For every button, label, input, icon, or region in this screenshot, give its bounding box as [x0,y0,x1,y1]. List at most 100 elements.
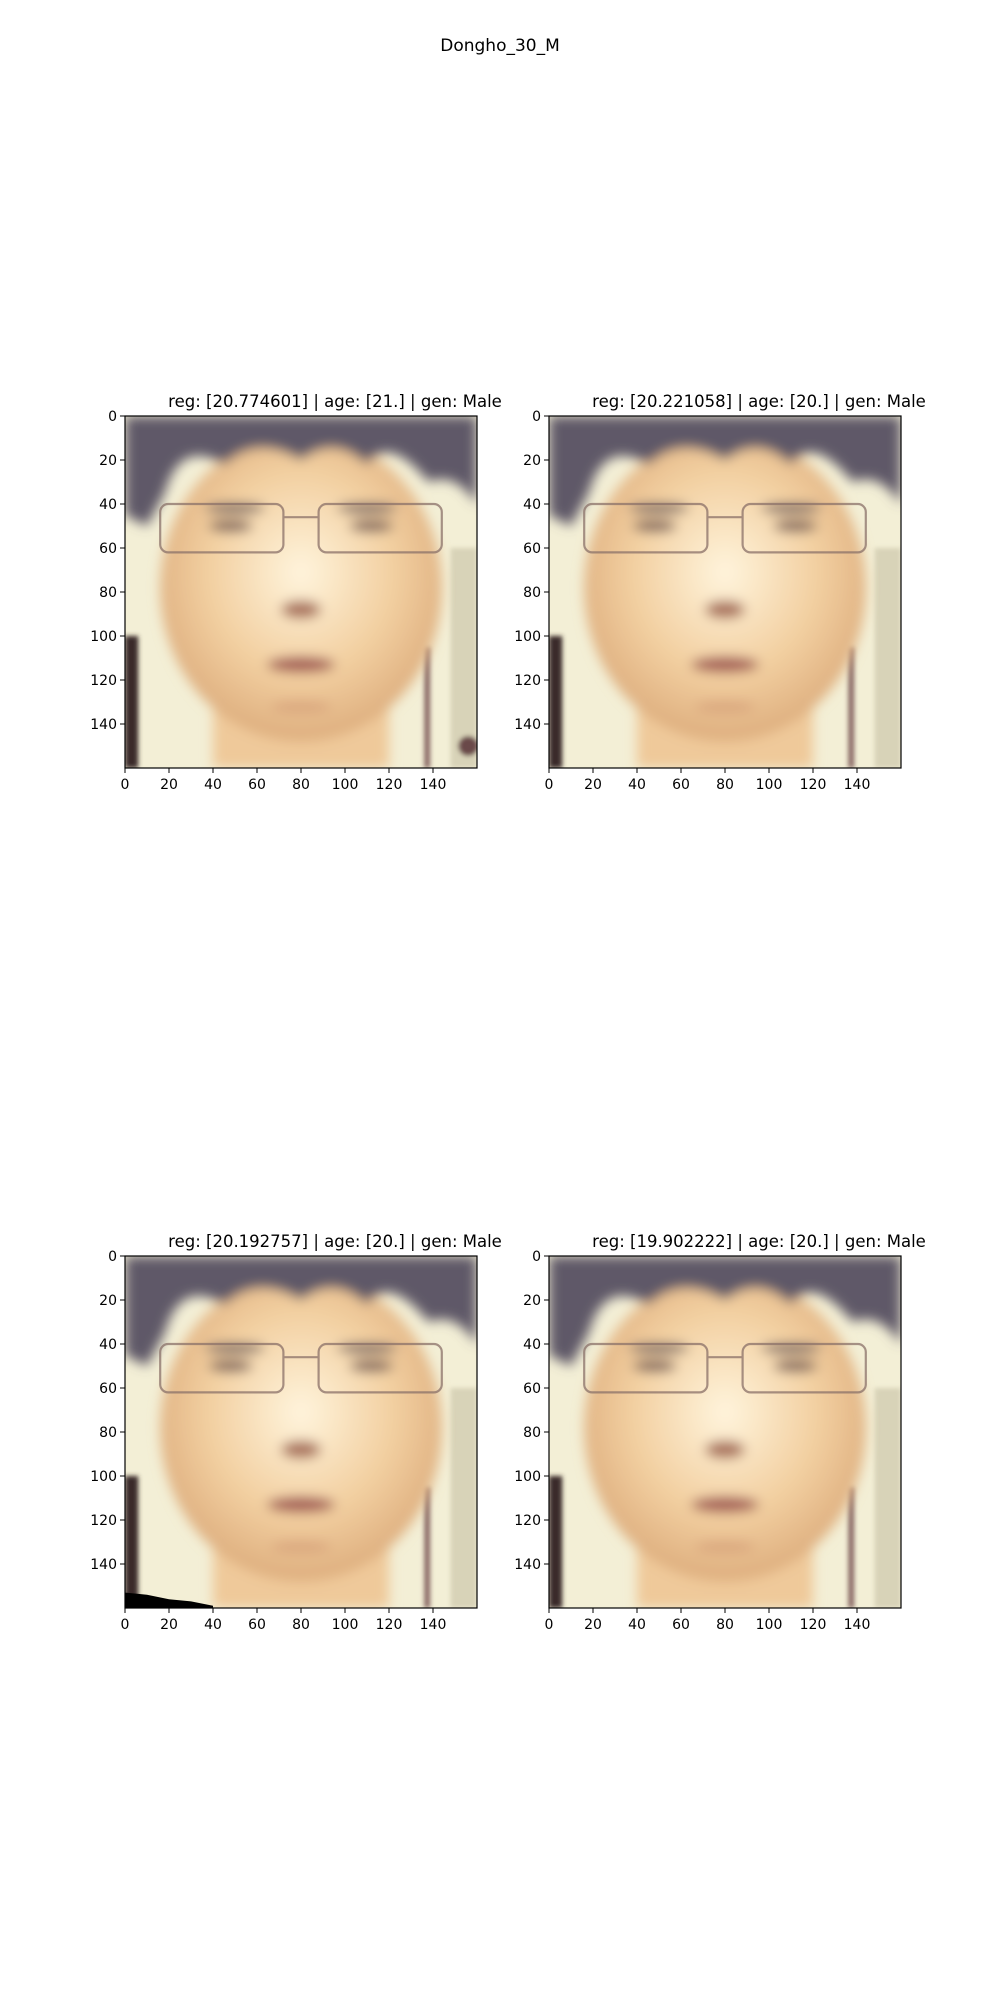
x-tick-label: 40 [628,777,646,793]
y-tick-label: 20 [99,453,117,469]
x-tick-label: 80 [292,1617,310,1633]
x-tick-label: 40 [204,777,222,793]
y-tick-label: 40 [99,497,117,513]
x-tick-label: 120 [800,1617,827,1633]
face-image [549,416,901,768]
x-tick-label: 120 [800,777,827,793]
x-tick-label: 60 [248,1617,266,1633]
face [160,1273,442,1582]
y-tick-label: 140 [90,717,117,733]
eyebrow [761,1343,821,1354]
y-tick-label: 0 [108,409,117,425]
nose [281,1440,321,1459]
background-object [424,1487,431,1608]
eyebrow [761,503,821,514]
y-tick-label: 120 [514,1513,541,1529]
glasses [159,502,443,554]
y-tick-label: 80 [523,585,541,601]
mouth [267,1496,335,1513]
face-plot: 0 20 40 60 80 100 120 140 0 20 40 60 80 100 120 140 [514,409,902,793]
background-object [125,636,139,768]
face-plot: 0 20 40 60 80 100 120 140 0 20 40 60 80 100 120 140 [90,409,478,793]
background-object [848,647,855,768]
x-tick-label: 0 [121,1617,130,1633]
y-tick-label: 120 [514,673,541,689]
eye [632,1360,677,1372]
mouth [267,656,335,673]
y-tick-label: 20 [523,453,541,469]
x-tick-label: 20 [584,1617,602,1633]
x-tick-label: 100 [332,777,359,793]
y-tick-label: 60 [523,541,541,557]
background-object [874,548,901,768]
face [584,433,866,742]
face-image [125,1256,477,1608]
eyebrow [205,503,265,514]
x-tick-label: 60 [672,1617,690,1633]
y-tick-label: 100 [90,629,117,645]
x-tick-label: 20 [160,777,178,793]
eyebrow [337,503,397,514]
y-tick-label: 80 [99,585,117,601]
y-tick-label: 60 [99,1381,117,1397]
hair [549,1256,901,1366]
y-tick-label: 80 [99,1425,117,1441]
y-tick-label: 0 [108,1249,117,1265]
y-tick-label: 0 [532,409,541,425]
panel-title: reg: [19.902222] | age: [20.] | gen: Mal… [592,1232,926,1251]
glasses [583,502,867,554]
x-tick-label: 80 [716,777,734,793]
face-plot: 0 20 40 60 80 100 120 140 0 20 40 60 80 100 120 140 [90,1249,478,1633]
nose [705,1440,745,1459]
chin [695,700,755,713]
background-object [424,647,431,768]
x-tick-label: 40 [204,1617,222,1633]
background-object [125,1476,139,1608]
background-object [450,1388,477,1608]
figure-title: Dongho_30_M [440,36,560,56]
x-tick-label: 0 [121,777,130,793]
background-object [549,1476,563,1608]
background-object [458,736,477,756]
face-plot: 0 20 40 60 80 100 120 140 0 20 40 60 80 100 120 140 [514,1249,902,1633]
chin [271,1540,331,1553]
y-tick-label: 140 [90,1557,117,1573]
y-tick-label: 40 [523,497,541,513]
x-tick-label: 80 [292,777,310,793]
eyebrow [205,1343,265,1354]
eye [349,1360,394,1372]
glasses [159,1342,443,1394]
y-tick-label: 100 [514,1469,541,1485]
black-artifact [125,1592,213,1608]
y-tick-label: 120 [90,1513,117,1529]
mouth [691,656,759,673]
x-tick-label: 140 [844,777,871,793]
x-tick-label: 20 [584,777,602,793]
panel-title: reg: [20.221058] | age: [20.] | gen: Mal… [592,392,926,411]
eye [632,520,677,532]
y-tick-label: 0 [532,1249,541,1265]
eyebrow [629,503,689,514]
eyebrow [629,1343,689,1354]
x-tick-label: 100 [756,1617,783,1633]
panel-title: reg: [20.192757] | age: [20.] | gen: Mal… [168,1232,502,1251]
background-object [549,636,563,768]
x-tick-label: 0 [545,777,554,793]
face-panel-4: reg: [19.902222] | age: [20.] | gen: Mal… [514,1232,974,1692]
background-object [450,548,477,768]
x-tick-label: 140 [844,1617,871,1633]
y-tick-label: 140 [514,1557,541,1573]
eye [208,1360,253,1372]
y-tick-label: 60 [523,1381,541,1397]
nose [705,600,745,619]
x-tick-label: 140 [420,777,447,793]
x-tick-label: 40 [628,1617,646,1633]
background-object [874,1388,901,1608]
x-tick-label: 100 [332,1617,359,1633]
x-tick-label: 60 [672,777,690,793]
x-tick-label: 120 [376,777,403,793]
x-tick-label: 100 [756,777,783,793]
chin [271,700,331,713]
y-tick-label: 120 [90,673,117,689]
x-tick-label: 120 [376,1617,403,1633]
